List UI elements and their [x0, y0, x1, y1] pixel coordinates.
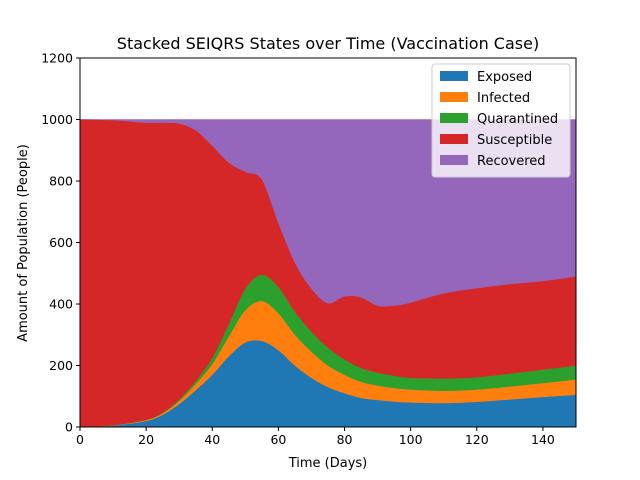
x-axis-ticks: 0 20 40 60 80 100 120 140	[76, 427, 555, 447]
x-tick-label: 140	[531, 432, 555, 447]
legend-swatch-susceptible	[440, 134, 468, 144]
y-tick-label: 1000	[41, 112, 73, 127]
y-tick-label: 400	[49, 297, 73, 312]
y-axis-ticks: 0 200 400 600 800 1000 1200	[41, 51, 80, 435]
y-tick-label: 800	[49, 174, 73, 189]
legend-swatch-quarantined	[440, 113, 468, 123]
x-tick-label: 100	[399, 432, 423, 447]
x-tick-label: 80	[337, 432, 353, 447]
x-tick-label: 20	[138, 432, 154, 447]
legend-label-recovered: Recovered	[477, 154, 546, 169]
legend: Exposed Infected Quarantined Susceptible Rec…	[431, 63, 571, 178]
legend-label-quarantined: Quarantined	[477, 112, 558, 127]
x-tick-label: 120	[465, 432, 489, 447]
y-tick-label: 0	[65, 420, 73, 435]
legend-swatch-exposed	[440, 71, 468, 81]
x-tick-label: 40	[204, 432, 220, 447]
legend-swatch-infected	[440, 92, 468, 102]
y-tick-label: 200	[49, 358, 73, 373]
legend-label-infected: Infected	[477, 91, 530, 106]
chart-title: Stacked SEIQRS States over Time (Vaccina…	[117, 34, 539, 53]
legend-swatch-recovered	[440, 155, 468, 165]
y-tick-label: 1200	[41, 51, 73, 66]
x-tick-label: 0	[76, 432, 84, 447]
x-axis-label: Time (Days)	[288, 456, 368, 471]
y-axis-label: Amount of Population (People)	[16, 144, 31, 342]
y-tick-label: 600	[49, 235, 73, 250]
legend-label-exposed: Exposed	[477, 70, 532, 85]
x-tick-label: 60	[270, 432, 286, 447]
legend-label-susceptible: Susceptible	[477, 133, 552, 148]
